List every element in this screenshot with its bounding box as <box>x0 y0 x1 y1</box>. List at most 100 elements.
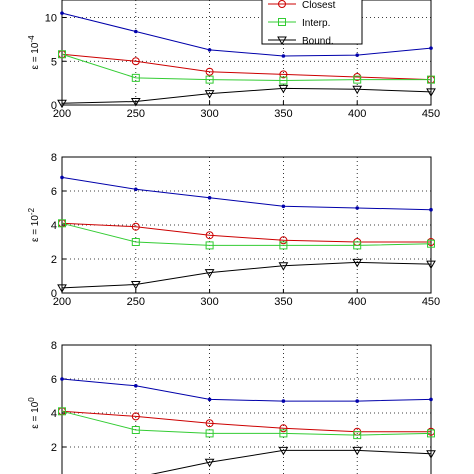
y-axis-label-exponent: -2 <box>27 207 36 215</box>
data-point <box>207 48 212 52</box>
data-point <box>355 206 360 210</box>
y-axis-label: ε = 10-4 <box>27 35 41 70</box>
data-point <box>205 419 214 428</box>
data-point <box>131 222 140 231</box>
data-point <box>427 75 435 84</box>
y-tick-label: 2 <box>51 442 57 454</box>
x-tick-label: 400 <box>348 296 366 308</box>
data-point <box>131 238 140 246</box>
y-tick-label: 0 <box>51 100 57 112</box>
panel-1: 200 250 300 350 400 450 0 5 10 ε = 10-4 Closest Int… <box>27 0 440 120</box>
data-point <box>427 429 435 438</box>
data-point <box>353 75 362 84</box>
x-tick-label: 250 <box>127 108 145 120</box>
data-point <box>352 258 363 268</box>
data-point <box>130 281 141 290</box>
panel-3: 2 4 6 8 ε = 100 <box>27 340 436 474</box>
data-point <box>58 50 66 59</box>
data-point <box>207 196 212 200</box>
data-point <box>205 241 214 250</box>
data-point <box>279 241 288 250</box>
data-point <box>279 429 288 438</box>
y-axis-label-base: ε = 10 <box>30 42 41 69</box>
y-tick-label: 8 <box>51 340 57 352</box>
data-point <box>426 450 436 459</box>
series-line-1 <box>61 222 431 243</box>
x-tick-label: 300 <box>200 296 218 308</box>
x-tick-label: 400 <box>348 108 366 120</box>
data-point <box>281 54 286 58</box>
data-point <box>278 262 289 271</box>
x-tick-label: 350 <box>274 108 292 120</box>
data-point <box>60 11 64 15</box>
data-point <box>205 75 214 84</box>
panel-2: 200 250 300 350 400 450 0 2 4 6 8 ε = 10-2 <box>27 152 440 308</box>
y-axis-label: ε = 100 <box>27 397 41 429</box>
legend: Closest Interp. Bound. <box>261 0 363 47</box>
y-tick-label: 4 <box>51 220 57 232</box>
data-point <box>57 284 67 293</box>
legend-marker <box>278 0 286 8</box>
series-line-2 <box>61 410 432 436</box>
data-point <box>60 377 64 381</box>
data-point <box>353 431 362 440</box>
data-point <box>131 426 140 434</box>
data-point <box>130 98 141 107</box>
legend-marker <box>278 18 286 26</box>
legend-label: Bound. <box>302 36 334 47</box>
series-line-0 <box>61 176 432 211</box>
data-point <box>134 29 138 34</box>
data-point <box>204 269 215 278</box>
y-tick-label: 4 <box>51 408 57 420</box>
y-tick-label: 8 <box>51 152 57 164</box>
data-point <box>426 260 436 270</box>
data-point <box>204 458 215 468</box>
data-point <box>429 397 433 402</box>
data-point <box>134 384 138 388</box>
data-point <box>279 70 288 79</box>
data-point <box>429 207 433 212</box>
x-tick-label: 200 <box>53 108 71 120</box>
data-point <box>279 76 288 85</box>
data-point <box>60 175 64 180</box>
data-point <box>353 241 362 250</box>
series-line-1 <box>61 410 431 433</box>
data-point <box>355 53 360 57</box>
data-point <box>429 46 433 50</box>
x-tick-label: 350 <box>274 296 292 308</box>
data-point <box>131 412 140 421</box>
series-line-0 <box>61 12 432 57</box>
plot-area <box>61 344 432 474</box>
series-line-3 <box>61 87 432 104</box>
data-point <box>134 187 138 192</box>
legend-label: Interp. <box>302 18 330 29</box>
data-point <box>427 239 435 248</box>
x-tick-label: 450 <box>422 296 440 308</box>
x-tick-label: 300 <box>200 108 218 120</box>
y-axis-label-base: ε = 10 <box>30 401 41 428</box>
y-axis-label-exponent: -4 <box>27 35 36 43</box>
series-line-2 <box>61 222 432 246</box>
y-axis-label: ε = 10-2 <box>27 207 41 242</box>
y-tick-label: 6 <box>51 374 57 386</box>
data-point <box>281 204 286 209</box>
data-point <box>426 88 436 97</box>
data-point <box>204 90 215 99</box>
data-point <box>279 424 288 433</box>
x-tick-label: 200 <box>53 296 71 308</box>
data-point <box>278 84 289 94</box>
series-line-0 <box>61 378 432 402</box>
legend-label: Closest <box>302 0 336 11</box>
data-point <box>57 99 67 109</box>
data-point <box>131 73 140 82</box>
y-tick-label: 10 <box>45 13 57 25</box>
data-point <box>207 397 212 402</box>
y-axis-label-exponent: 0 <box>27 397 36 402</box>
data-point <box>355 399 360 403</box>
data-point <box>281 399 286 403</box>
y-tick-label: 2 <box>51 254 57 266</box>
data-point <box>131 57 140 66</box>
data-point <box>205 67 214 76</box>
data-point <box>279 236 288 245</box>
